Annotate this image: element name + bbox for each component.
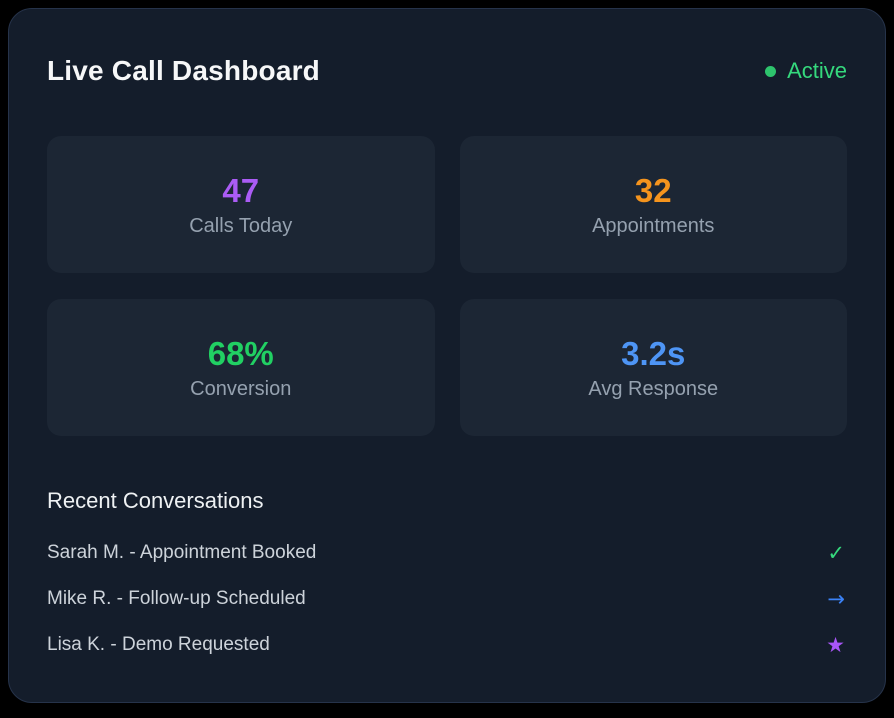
status-badge: Active <box>765 58 847 84</box>
stat-label: Appointments <box>592 214 715 237</box>
conversation-row-mike[interactable]: Mike R. - Follow-up Scheduled → <box>47 576 847 622</box>
stat-card-appointments: 32 Appointments <box>459 136 847 273</box>
status-dot-icon <box>765 65 777 77</box>
stat-value: 47 <box>222 171 260 209</box>
check-icon: ✓ <box>827 540 845 565</box>
stat-label: Conversion <box>190 377 292 400</box>
conversation-text: Lisa K. - Demo Requested <box>47 634 270 655</box>
live-call-dashboard-card: Live Call Dashboard Active 47 Calls Toda… <box>8 8 886 703</box>
star-icon: ★ <box>826 632 845 657</box>
stat-value: 68% <box>207 334 274 372</box>
conversation-text: Mike R. - Follow-up Scheduled <box>47 588 306 609</box>
arrow-right-icon: → <box>827 586 845 611</box>
stat-value: 3.2s <box>621 334 686 372</box>
page-title: Live Call Dashboard <box>47 55 320 86</box>
stat-value: 32 <box>634 171 672 209</box>
stat-card-conversion: 68% Conversion <box>47 299 435 436</box>
conversation-row-lisa[interactable]: Lisa K. - Demo Requested ★ <box>47 622 847 668</box>
recent-conversations-heading: Recent Conversations <box>47 488 264 513</box>
conversation-row-sarah[interactable]: Sarah M. - Appointment Booked ✓ <box>47 530 847 576</box>
stat-label: Calls Today <box>189 214 293 237</box>
stat-label: Avg Response <box>588 377 719 400</box>
status-label: Active <box>787 58 847 83</box>
conversations-list: Sarah M. - Appointment Booked ✓ Mike R. … <box>47 530 847 668</box>
stat-card-avg-response: 3.2s Avg Response <box>459 299 847 436</box>
conversation-text: Sarah M. - Appointment Booked <box>47 542 317 563</box>
stat-card-calls-today: 47 Calls Today <box>47 136 435 273</box>
stats-grid: 47 Calls Today 32 Appointments 68% Conve… <box>47 136 847 436</box>
header: Live Call Dashboard Active <box>47 9 847 87</box>
